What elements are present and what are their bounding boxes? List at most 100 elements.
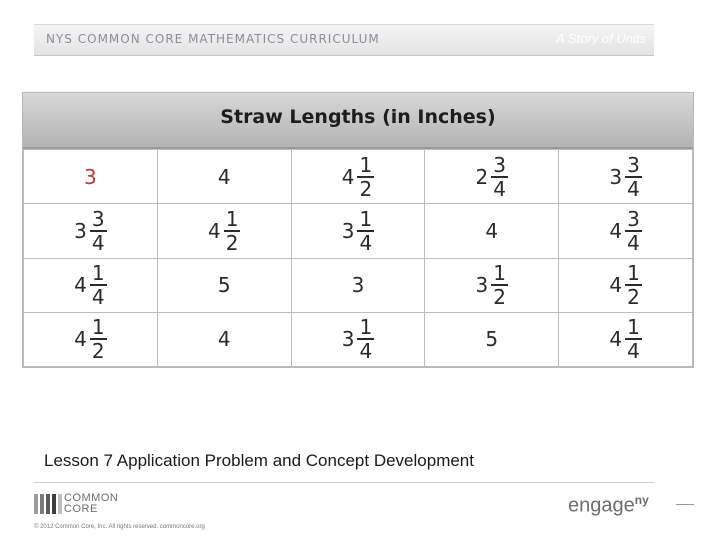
numerator: 1 bbox=[625, 261, 642, 287]
whole-number: 4 bbox=[485, 218, 499, 243]
denominator: 4 bbox=[91, 285, 105, 310]
length-cell: 3 bbox=[23, 148, 158, 205]
numerator: 1 bbox=[89, 315, 107, 341]
denominator: 4 bbox=[493, 176, 507, 201]
numerator: 1 bbox=[89, 261, 107, 287]
denominator: 2 bbox=[225, 230, 239, 255]
numerator: 1 bbox=[625, 315, 642, 341]
whole-part: 4 bbox=[207, 218, 221, 243]
numerator: 1 bbox=[357, 152, 375, 178]
series-title: A Story of Units bbox=[556, 31, 646, 46]
denominator: 4 bbox=[359, 339, 373, 364]
brand-sup: ny bbox=[634, 493, 649, 507]
denominator: 2 bbox=[493, 285, 507, 310]
length-cell: 4 bbox=[156, 148, 292, 205]
whole-part: 4 bbox=[609, 218, 623, 243]
whole-part: 3 bbox=[341, 218, 355, 243]
denominator: 2 bbox=[627, 285, 640, 310]
whole-part: 3 bbox=[74, 218, 87, 243]
whole-number: 4 bbox=[217, 164, 231, 189]
footer-divider bbox=[34, 482, 654, 483]
denominator: 4 bbox=[359, 230, 373, 255]
footer-dash bbox=[676, 504, 694, 505]
length-cell: 5 bbox=[156, 257, 292, 313]
whole-part: 3 bbox=[475, 273, 489, 298]
wordmark-line2: CORE bbox=[64, 503, 98, 515]
denominator: 4 bbox=[627, 176, 640, 201]
brand-text: engage bbox=[568, 494, 635, 517]
whole-part: 4 bbox=[609, 273, 623, 298]
numerator: 3 bbox=[625, 206, 642, 232]
whole-number: 4 bbox=[217, 327, 231, 352]
length-cell: 3 bbox=[290, 257, 426, 313]
whole-part: 3 bbox=[341, 327, 355, 352]
whole-part: 4 bbox=[74, 273, 87, 298]
table-title: Straw Lengths (in Inches) bbox=[220, 106, 496, 128]
numerator: 3 bbox=[625, 152, 642, 178]
wordmark-line1: COMMON bbox=[64, 492, 119, 504]
curriculum-title: NYS COMMON CORE MATHEMATICS CURRICULUM bbox=[46, 32, 380, 46]
whole-part: 4 bbox=[341, 164, 355, 189]
table-title-bar: Straw Lengths (in Inches) bbox=[23, 93, 693, 149]
common-core-logo-icon bbox=[34, 494, 62, 514]
length-cell: 5 bbox=[424, 311, 560, 368]
numerator: 1 bbox=[357, 315, 375, 341]
whole-part: 4 bbox=[609, 327, 623, 352]
copyright-notice: © 2012 Common Core, Inc. All rights rese… bbox=[34, 524, 205, 530]
numerator: 1 bbox=[357, 206, 375, 232]
whole-part: 4 bbox=[74, 327, 87, 352]
whole-number: 3 bbox=[351, 273, 365, 298]
denominator: 2 bbox=[91, 339, 105, 364]
denominator: 4 bbox=[627, 230, 640, 255]
denominator: 2 bbox=[359, 176, 373, 201]
numerator: 1 bbox=[491, 261, 509, 287]
whole-number: 5 bbox=[485, 327, 499, 352]
denominator: 4 bbox=[91, 230, 105, 255]
common-core-wordmark: COMMON CORE bbox=[64, 493, 118, 515]
whole-number: 5 bbox=[217, 273, 231, 298]
curriculum-header: NYS COMMON CORE MATHEMATICS CURRICULUM A… bbox=[34, 24, 654, 56]
denominator: 4 bbox=[627, 339, 640, 364]
numerator: 1 bbox=[223, 206, 241, 232]
whole-part: 2 bbox=[475, 164, 489, 189]
length-cell: 4 bbox=[424, 203, 560, 259]
